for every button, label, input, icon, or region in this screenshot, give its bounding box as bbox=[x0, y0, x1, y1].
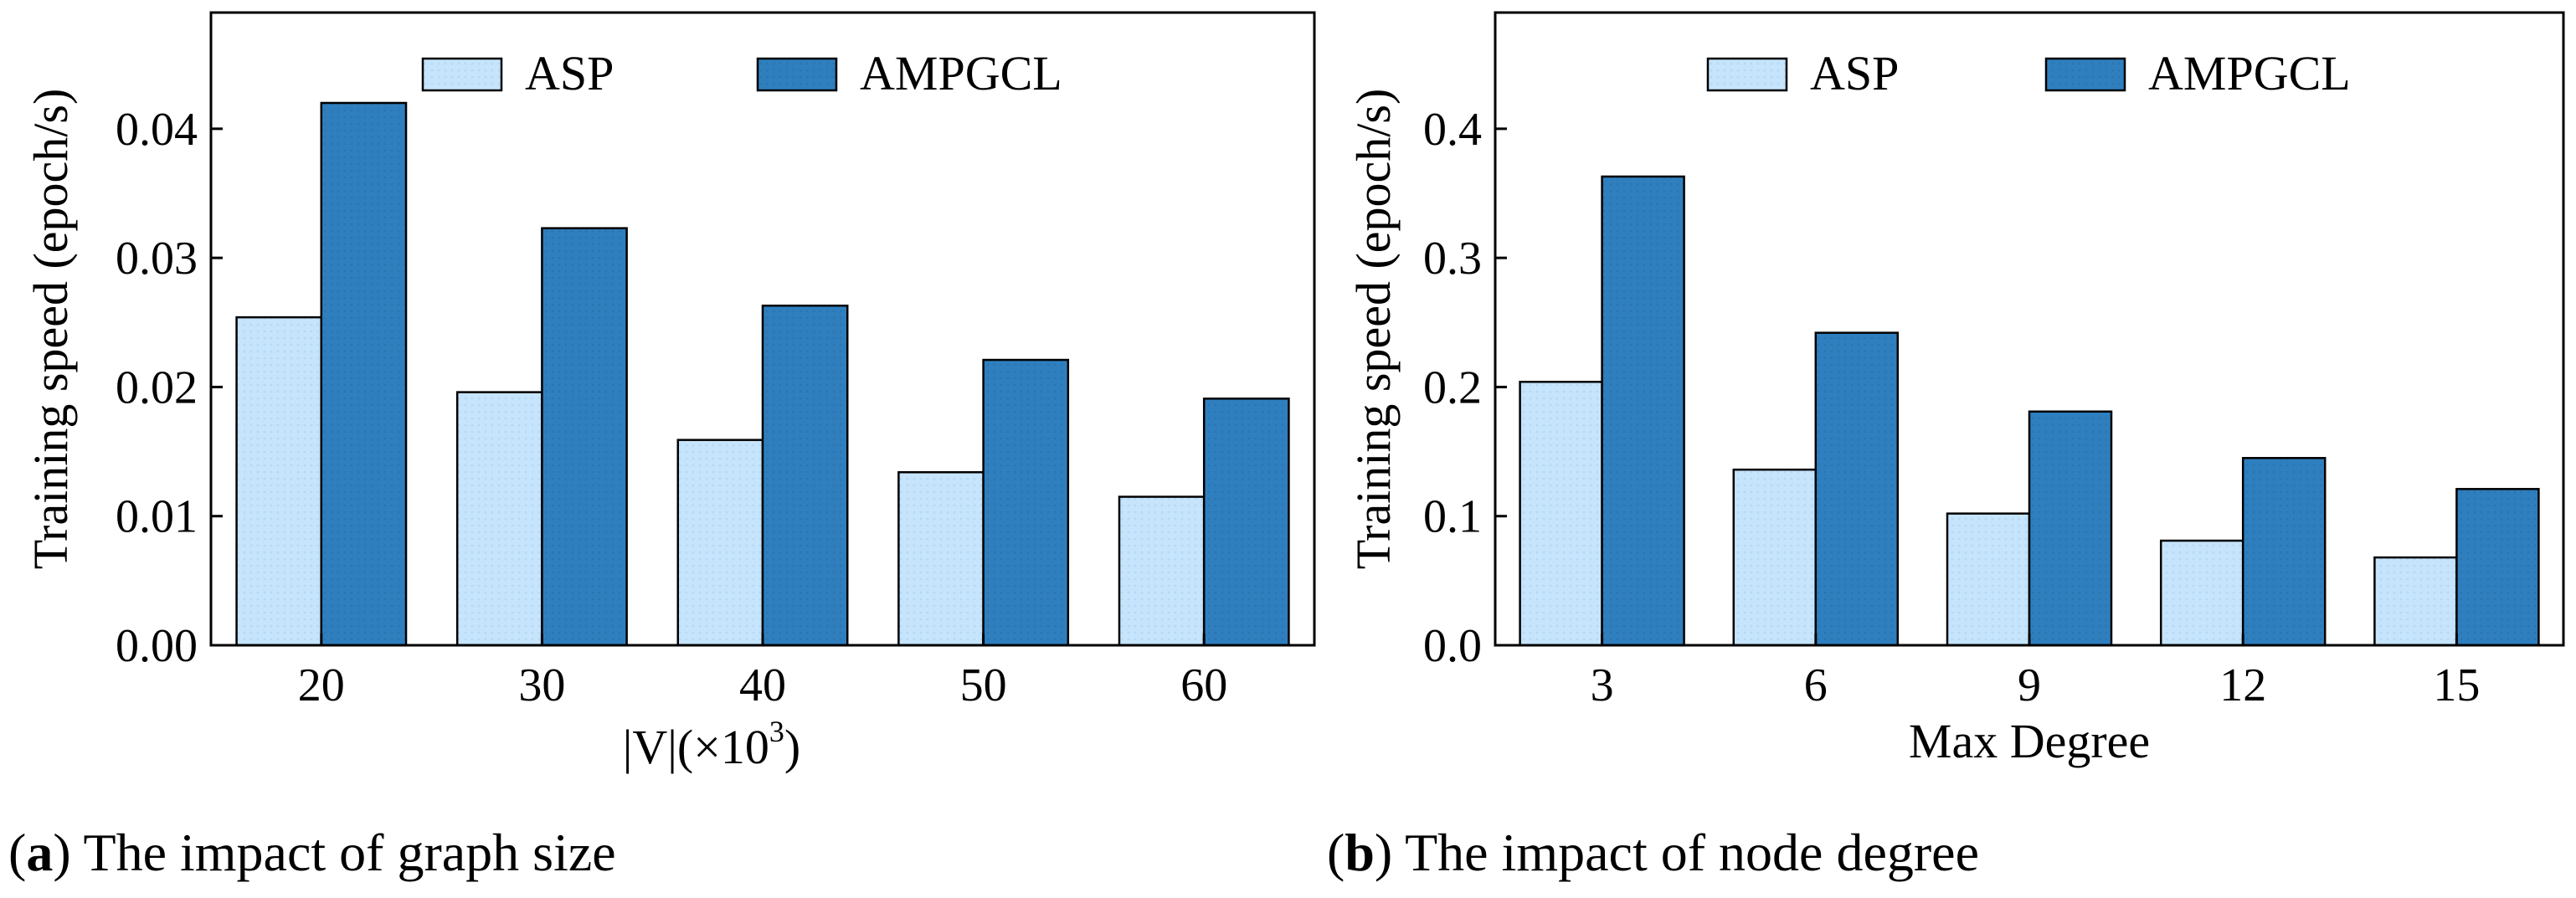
legend-label-asp: ASP bbox=[525, 46, 614, 100]
bar-asp-9 bbox=[1946, 512, 2031, 647]
x-tick-label: 60 bbox=[1180, 659, 1227, 711]
bar-ampgcl-30 bbox=[541, 227, 628, 647]
y-tick-label: 0.1 bbox=[1423, 491, 1482, 543]
bar-ampgcl-12 bbox=[2241, 457, 2327, 647]
bar-ampgcl-50 bbox=[982, 358, 1070, 647]
legend-swatch-asp bbox=[421, 57, 503, 92]
bar-asp-20 bbox=[235, 316, 323, 647]
y-tick-label: 0.2 bbox=[1423, 362, 1482, 413]
legend-node-degree: ASP AMPGCL bbox=[1706, 46, 2351, 100]
y-tick-label: 0.03 bbox=[116, 233, 198, 285]
x-tick-label: 30 bbox=[518, 659, 565, 711]
legend-swatch-ampgcl bbox=[2044, 57, 2126, 92]
y-tick-label: 0.01 bbox=[116, 491, 198, 543]
y-axis-ticks-node-degree: 0.0 0.1 0.2 0.3 0.4 bbox=[1423, 104, 1507, 672]
bar-asp-40 bbox=[676, 439, 764, 647]
bar-ampgcl-6 bbox=[1814, 331, 1900, 647]
bar-ampgcl-20 bbox=[320, 101, 408, 647]
chart-panel-graph-size: 0.00 0.01 0.02 0.03 0.04 20 30 40 50 60 ASP AMPGC… bbox=[8, 11, 1316, 882]
bar-asp-30 bbox=[455, 391, 543, 647]
x-tick-label: 20 bbox=[298, 659, 345, 711]
y-tick-label: 0.00 bbox=[116, 620, 198, 672]
caption-graph-size: (a) The impact of graph size bbox=[8, 823, 616, 882]
y-tick-label: 0.04 bbox=[116, 104, 198, 156]
bars-graph-size bbox=[235, 101, 1290, 647]
y-axis-ticks-graph-size: 0.00 0.01 0.02 0.03 0.04 bbox=[116, 104, 223, 672]
legend-label-ampgcl: AMPGCL bbox=[860, 46, 1062, 100]
x-axis-ticks-graph-size: 20 30 40 50 60 bbox=[298, 634, 1227, 711]
x-axis-label-graph-size: |V|(×103) bbox=[623, 715, 800, 774]
y-tick-label: 0.0 bbox=[1423, 620, 1482, 672]
y-axis-label-node-degree: Training speed (epoch/s) bbox=[1346, 89, 1401, 570]
legend-swatch-ampgcl bbox=[756, 57, 838, 92]
x-tick-label: 15 bbox=[2433, 659, 2480, 711]
bar-asp-15 bbox=[2373, 556, 2458, 647]
y-tick-label: 0.4 bbox=[1423, 104, 1482, 156]
legend-label-asp: ASP bbox=[1810, 46, 1899, 100]
bar-asp-6 bbox=[1732, 468, 1818, 647]
x-tick-label: 50 bbox=[960, 659, 1007, 711]
chart-panel-node-degree: 0.0 0.1 0.2 0.3 0.4 3 6 9 12 15 ASP AMPGCL Traini… bbox=[1327, 11, 2565, 882]
bar-ampgcl-15 bbox=[2455, 488, 2540, 647]
legend-label-ampgcl: AMPGCL bbox=[2148, 46, 2351, 100]
x-axis-label-node-degree: Max Degree bbox=[1909, 714, 2150, 768]
bar-asp-60 bbox=[1118, 495, 1206, 647]
bar-ampgcl-60 bbox=[1202, 398, 1290, 647]
bar-ampgcl-9 bbox=[2028, 410, 2113, 647]
bar-asp-50 bbox=[897, 471, 985, 647]
y-axis-label-graph-size: Training speed (epoch/s) bbox=[23, 89, 78, 570]
bars-node-degree bbox=[1519, 175, 2540, 647]
x-tick-label: 12 bbox=[2219, 659, 2266, 711]
bar-asp-3 bbox=[1519, 381, 1603, 647]
bar-ampgcl-3 bbox=[1601, 175, 1685, 647]
x-tick-label: 6 bbox=[1804, 659, 1828, 711]
x-tick-label: 9 bbox=[2018, 659, 2041, 711]
x-axis-ticks-node-degree: 3 6 9 12 15 bbox=[1591, 634, 2480, 711]
y-tick-label: 0.02 bbox=[116, 362, 198, 413]
x-tick-label: 3 bbox=[1591, 659, 1614, 711]
bar-ampgcl-40 bbox=[761, 304, 849, 647]
legend-swatch-asp bbox=[1706, 57, 1788, 92]
y-tick-label: 0.3 bbox=[1423, 233, 1482, 285]
bar-asp-12 bbox=[2159, 539, 2244, 647]
x-tick-label: 40 bbox=[739, 659, 786, 711]
caption-node-degree: (b) The impact of node degree bbox=[1327, 823, 1979, 882]
legend-graph-size: ASP AMPGCL bbox=[421, 46, 1062, 100]
